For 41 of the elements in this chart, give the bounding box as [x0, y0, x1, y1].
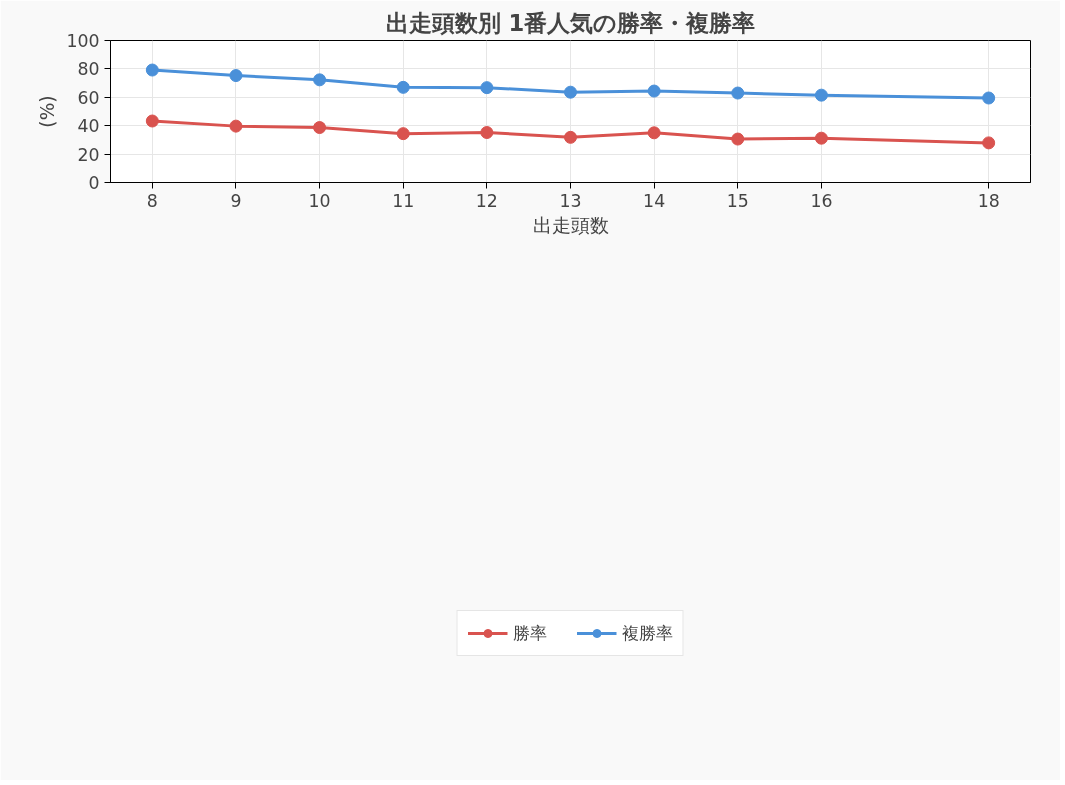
y-tick-label: 20 — [77, 144, 100, 165]
point — [229, 69, 243, 83]
y-tick-label: 60 — [77, 87, 100, 108]
point — [814, 131, 828, 145]
y-tick-label: 40 — [77, 116, 100, 137]
point — [313, 121, 327, 135]
point — [145, 63, 159, 77]
point — [480, 81, 494, 95]
point — [731, 132, 745, 146]
point — [396, 127, 410, 141]
x-tick-label: 16 — [810, 190, 833, 211]
legend-label: 複勝率 — [621, 622, 673, 645]
y-tick-label: 80 — [77, 59, 100, 80]
y-tick-label: 100 — [66, 31, 100, 51]
point — [480, 126, 494, 139]
y-axis-title: (%) — [37, 95, 59, 128]
point — [982, 91, 996, 105]
point — [982, 136, 996, 150]
point — [731, 86, 745, 100]
y-tick-label: 0 — [88, 173, 100, 193]
x-tick-label: 11 — [392, 190, 415, 211]
x-tick-label: 12 — [475, 190, 498, 211]
point — [647, 84, 661, 98]
x-tick-label: 18 — [977, 190, 1000, 211]
point — [814, 88, 828, 102]
point — [229, 119, 243, 133]
point — [647, 126, 661, 140]
x-tick-label: 14 — [643, 190, 666, 211]
x-tick-label: 8 — [146, 190, 158, 211]
x-tick-label: 10 — [308, 190, 331, 211]
x-tick-label: 15 — [726, 190, 749, 211]
x-axis-title: 出走頭数 — [532, 214, 609, 236]
point — [564, 130, 577, 144]
x-tick-label: 13 — [559, 190, 582, 211]
point — [564, 85, 577, 99]
point — [145, 114, 159, 128]
legend-label: 勝率 — [512, 622, 547, 645]
chart-title: 出走頭数別 1番人気の勝率・複勝率 — [385, 9, 756, 36]
point — [396, 80, 410, 94]
point — [313, 73, 327, 87]
x-tick-label: 9 — [230, 190, 242, 211]
